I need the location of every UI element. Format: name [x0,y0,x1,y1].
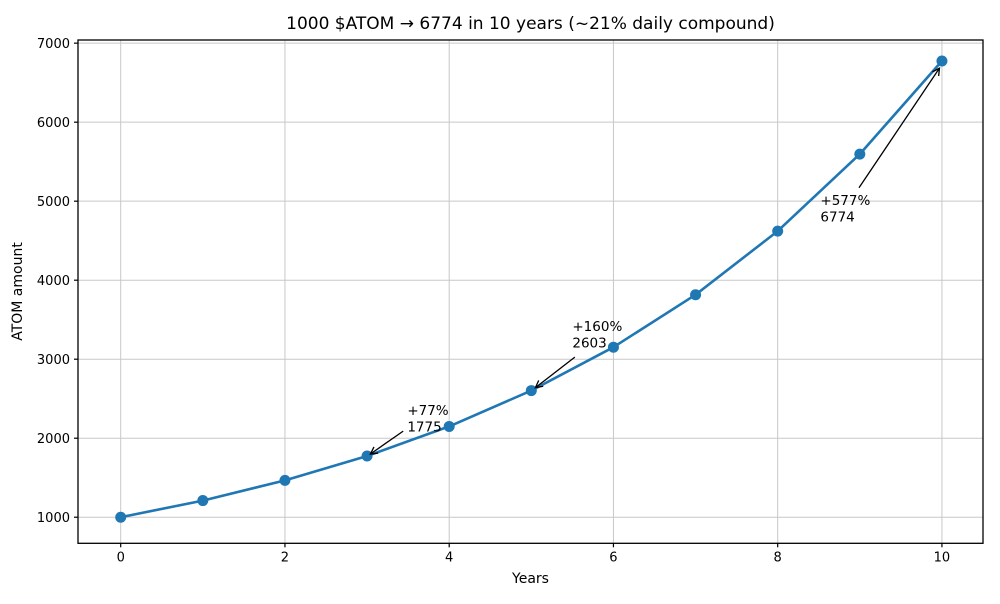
annotation-label: +77% [407,403,448,419]
x-tick-label: 10 [934,550,951,565]
annotation-arrow [858,66,941,189]
y-tick-label: 4000 [37,274,70,289]
data-point-marker [690,289,702,301]
annotations: +77%1775 +160%2603 +577%6774 [369,66,941,455]
data-point-marker [361,450,373,462]
y-tick-label: 7000 [37,37,70,52]
annotation-label: 1775 [407,420,441,436]
x-tick-label: 8 [774,550,782,565]
data-point-marker [854,148,866,160]
growth-line [119,59,944,519]
x-axis-label: Years [511,571,549,587]
annotation-label: +160% [572,319,622,335]
x-tick-label: 0 [117,550,125,565]
annotation-label: 2603 [572,336,606,352]
data-point-marker [772,225,784,237]
y-tick-label: 2000 [37,432,70,447]
y-axis-label: ATOM amount [10,242,26,341]
x-tick-label: 4 [445,550,453,565]
y-tick-label: 6000 [37,116,70,131]
y-tick-label: 1000 [37,511,70,526]
data-point-marker [936,55,948,67]
chart-title: 1000 $ATOM → 6774 in 10 years (~21% dail… [286,14,775,34]
data-point-marker [279,474,291,486]
plot-border [77,39,984,544]
data-point-marker [197,495,209,507]
data-point-marker [525,385,537,397]
gridlines [78,40,983,544]
y-tick-label: 5000 [37,195,70,210]
x-tick-label: 6 [609,550,617,565]
data-point-marker [115,511,127,523]
annotation-label: +577% [820,193,870,209]
y-tick-label: 3000 [37,353,70,368]
data-point-marker [443,420,455,432]
x-tick-label: 2 [281,550,289,565]
annotation-label: 6774 [820,210,854,226]
data-series [115,55,948,523]
data-point-marker [607,341,619,353]
annotation-arrow [534,356,576,389]
axes: 0 2 4 6 8 10 1000 2000 3000 4000 5000 6000 7000 [37,37,984,565]
annotation-arrow [369,430,404,455]
